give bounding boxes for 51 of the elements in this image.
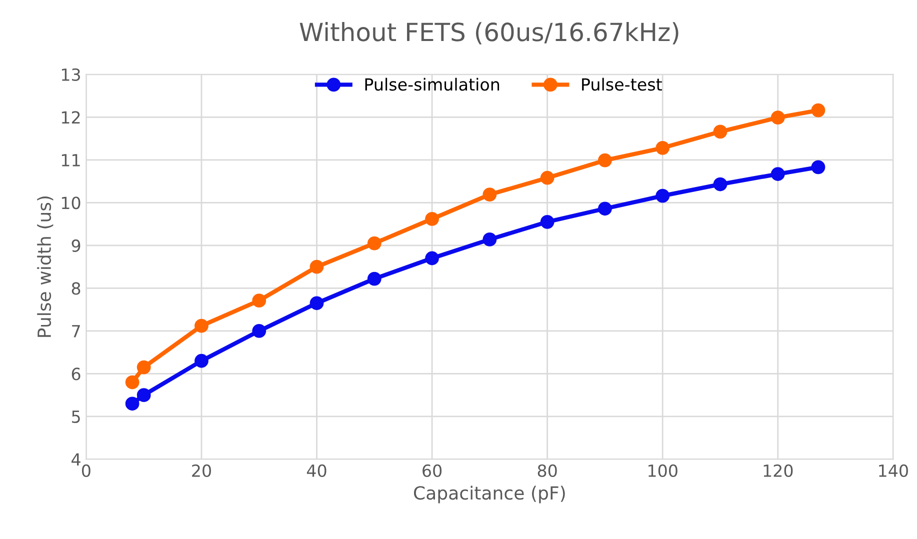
legend-label: Pulse-simulation [365, 78, 500, 91]
y-tick-label: 5 [72, 410, 80, 424]
point [310, 260, 324, 274]
y-tick-label: 6 [72, 368, 80, 380]
y-tick-label: 7 [72, 325, 80, 338]
point [252, 294, 266, 308]
point [136, 360, 151, 374]
point [194, 318, 208, 333]
point [482, 188, 497, 202]
point [310, 296, 324, 310]
point [770, 110, 785, 125]
x-tick-label: 20 [192, 464, 211, 477]
point [656, 140, 670, 155]
point [367, 272, 382, 286]
x-tick-label: 100 [648, 464, 678, 477]
chart-title: Without FETS (60us/16.67kHz) [300, 22, 678, 44]
point [770, 167, 785, 181]
y-tick-label: 10 [62, 196, 80, 210]
point [425, 212, 439, 226]
point [482, 232, 497, 246]
x-tick-label: 80 [538, 464, 557, 477]
x-tick-label: 40 [306, 464, 326, 477]
x-tick-label: 60 [422, 464, 442, 477]
point [713, 124, 728, 139]
point [367, 236, 382, 250]
y-tick-label: 8 [72, 282, 80, 295]
point [252, 324, 266, 338]
x-axis-title: Capacitance (pF) [414, 486, 565, 504]
point [194, 354, 208, 368]
point [811, 160, 826, 174]
y-tick-label: 13 [62, 68, 80, 81]
point [125, 375, 140, 390]
x-tick-label: 120 [764, 464, 793, 477]
y-tick-label: 12 [62, 111, 80, 124]
point [540, 170, 554, 185]
y-tick-label: 9 [72, 239, 80, 252]
point [811, 103, 826, 118]
y-tick-label: 4 [72, 453, 80, 466]
x-tick-label: 0 [82, 464, 90, 477]
point [598, 153, 612, 168]
legend-label: Pulse-test [582, 78, 662, 91]
x-tick-label: 140 [879, 464, 908, 477]
y-tick-label: 11 [62, 154, 80, 166]
point [598, 202, 612, 216]
point [540, 214, 554, 229]
point [136, 388, 151, 402]
point [125, 396, 140, 411]
point [425, 251, 439, 266]
y-axis-title: Pulse width (us) [37, 196, 54, 337]
point [656, 188, 670, 203]
point [713, 177, 728, 192]
